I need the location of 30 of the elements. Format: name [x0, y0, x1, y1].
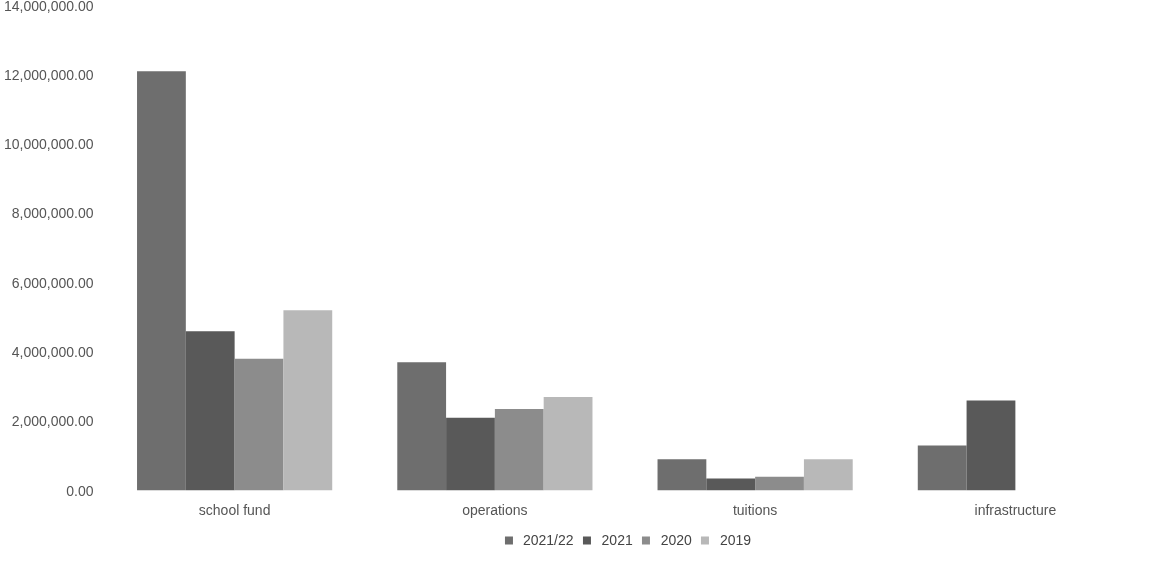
y-tick-label: 12,000,000.00: [3, 66, 94, 83]
bar: [494, 409, 544, 491]
bar: [446, 417, 495, 491]
bar: [185, 331, 235, 491]
y-tick-label: 14,000,000.00: [3, 0, 94, 14]
bar: [706, 478, 756, 491]
legend-label: 2019: [719, 532, 752, 548]
bar: [803, 459, 853, 491]
y-tick-label: 6,000,000.00: [11, 274, 94, 291]
x-tick-label: tuitions: [732, 501, 778, 518]
bar: [137, 71, 186, 491]
bar: [755, 476, 804, 491]
bar: [966, 400, 1016, 491]
x-tick-label: operations: [462, 501, 528, 518]
y-tick-label: 10,000,000.00: [3, 136, 94, 153]
bar: [283, 310, 333, 491]
bar: [397, 362, 447, 491]
bar: [543, 396, 593, 491]
y-tick-label: 2,000,000.00: [11, 413, 94, 430]
y-tick-label: 8,000,000.00: [11, 205, 94, 222]
x-tick-label: infrastructure: [974, 501, 1057, 518]
bar: [917, 445, 967, 491]
legend-label: 2021/22: [522, 532, 574, 548]
bar: [234, 358, 284, 491]
y-tick-label: 0.00: [66, 482, 94, 499]
x-tick-label: school fund: [198, 501, 271, 518]
legend-label: 2020: [660, 532, 692, 548]
y-tick-label: 4,000,000.00: [11, 343, 94, 360]
legend-label: 2021: [601, 532, 633, 548]
bar: [657, 459, 707, 491]
